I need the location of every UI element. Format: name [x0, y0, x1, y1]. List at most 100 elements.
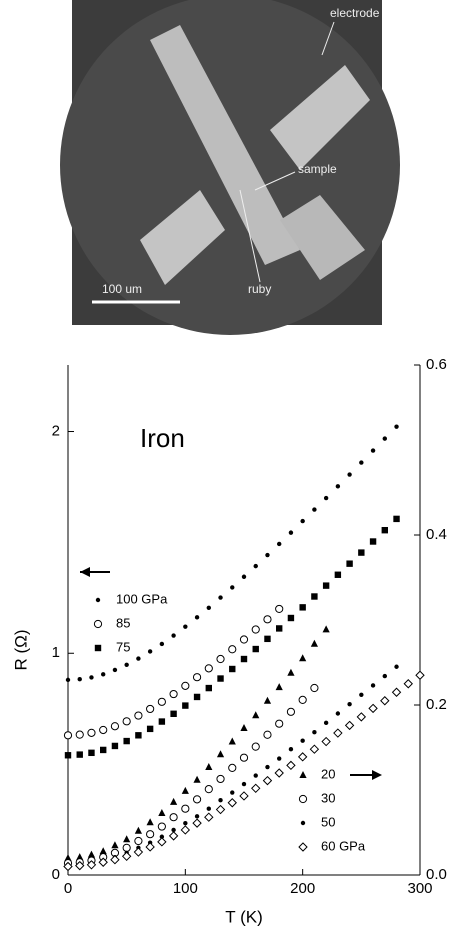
point	[298, 695, 307, 705]
point	[216, 750, 225, 758]
point	[393, 515, 400, 523]
point	[311, 593, 318, 600]
point	[101, 672, 106, 677]
point	[333, 728, 343, 738]
legend-arrow-head	[80, 567, 90, 577]
point	[251, 783, 261, 794]
point	[264, 635, 271, 643]
point	[277, 541, 282, 547]
point	[193, 775, 201, 783]
point	[205, 763, 213, 771]
point	[169, 813, 178, 822]
point	[216, 654, 225, 664]
point	[87, 728, 96, 737]
point	[158, 718, 166, 725]
photo: electrode sample ruby 100 um	[60, 0, 400, 335]
point	[112, 667, 118, 673]
point	[239, 635, 249, 644]
point	[310, 683, 319, 693]
point	[228, 645, 237, 654]
point	[346, 560, 353, 567]
point	[263, 730, 272, 739]
point	[110, 722, 120, 731]
annotation: Iron	[140, 423, 185, 453]
point	[382, 436, 387, 441]
point	[288, 747, 294, 752]
point	[274, 768, 284, 778]
point	[64, 854, 72, 861]
point	[146, 704, 155, 714]
point	[300, 518, 305, 524]
electrode-shape	[270, 65, 370, 170]
point	[205, 684, 212, 692]
point	[263, 615, 272, 624]
point	[253, 773, 258, 778]
point	[111, 841, 119, 849]
point	[370, 683, 376, 688]
point	[76, 751, 83, 758]
legend-marker	[299, 771, 307, 778]
point	[194, 615, 200, 620]
y-tick-label: 0	[52, 866, 60, 883]
point	[229, 665, 236, 673]
point	[157, 837, 167, 847]
point	[181, 681, 190, 690]
point	[181, 786, 189, 794]
y2-tick-label: 0.6	[426, 356, 447, 373]
point	[277, 756, 282, 761]
point	[297, 752, 308, 762]
scale-label: 100 um	[102, 282, 142, 296]
point	[192, 818, 202, 828]
point	[204, 812, 214, 822]
point	[323, 495, 329, 501]
legend-marker	[93, 619, 103, 629]
point	[100, 746, 107, 754]
point	[89, 675, 94, 680]
point	[146, 818, 154, 826]
point	[88, 749, 95, 757]
point	[230, 585, 235, 590]
point	[323, 720, 329, 726]
point	[356, 712, 367, 722]
point	[77, 677, 82, 682]
point	[75, 860, 85, 871]
point	[403, 679, 413, 689]
point	[309, 744, 320, 754]
point	[312, 730, 317, 735]
point	[64, 752, 72, 759]
point	[241, 574, 247, 579]
point	[253, 563, 258, 569]
point	[159, 834, 165, 839]
point	[87, 850, 96, 858]
point	[170, 710, 177, 717]
point	[134, 711, 143, 720]
point	[227, 798, 237, 808]
point	[206, 605, 211, 611]
point	[288, 530, 294, 535]
point	[183, 624, 188, 629]
point	[334, 571, 342, 578]
x-tick-label: 300	[407, 880, 432, 897]
point	[251, 625, 260, 634]
point	[193, 693, 201, 701]
point	[287, 668, 295, 676]
point	[265, 552, 270, 558]
point	[381, 526, 388, 534]
point	[170, 797, 178, 805]
legend-marker	[298, 794, 308, 804]
point	[239, 753, 249, 762]
point	[344, 720, 355, 731]
legend-label: 30	[321, 790, 335, 805]
point	[169, 689, 178, 699]
point	[275, 683, 283, 691]
point	[286, 760, 296, 771]
legend-marker	[94, 644, 102, 652]
point	[359, 692, 364, 697]
point	[299, 604, 306, 611]
point	[322, 582, 330, 589]
pointer	[254, 171, 296, 191]
electrode-shape	[280, 195, 365, 280]
point	[134, 826, 142, 834]
y-axis-label: R (Ω)	[11, 629, 30, 670]
